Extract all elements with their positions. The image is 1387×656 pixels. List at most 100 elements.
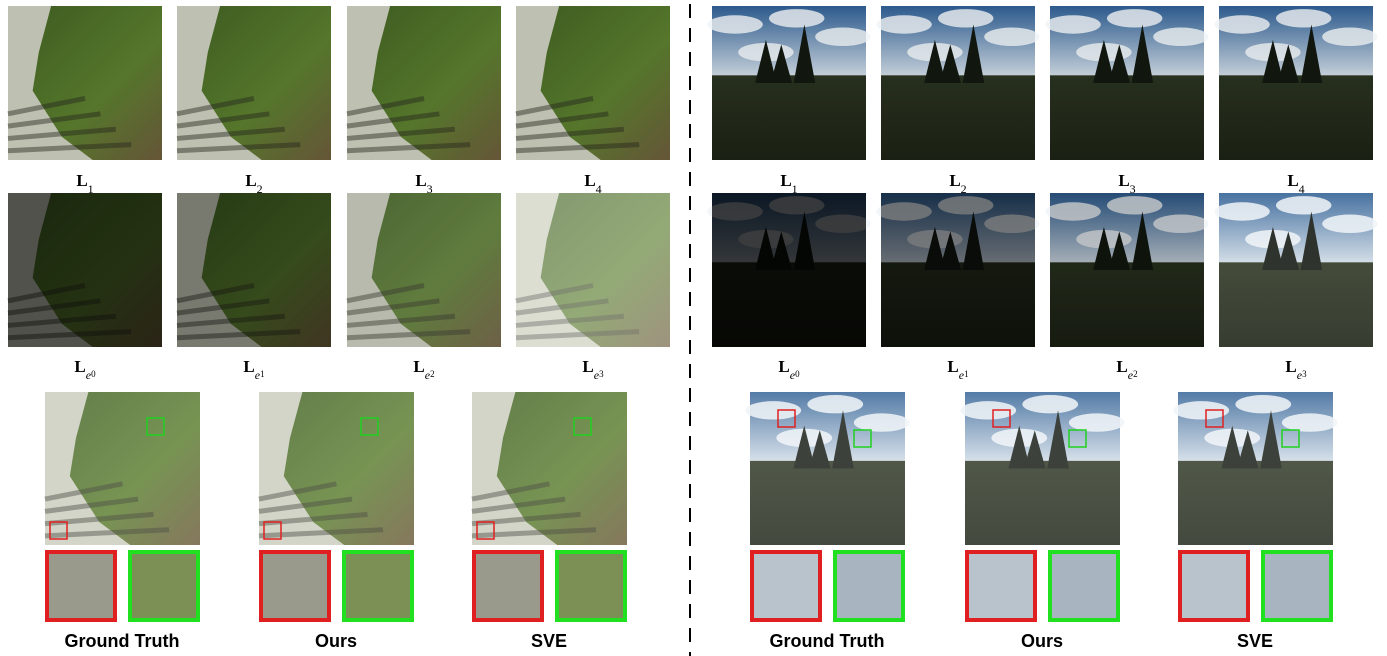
exposure — [750, 392, 905, 545]
exposure — [516, 193, 670, 347]
method-caption: Ours — [315, 631, 357, 651]
method-caption: SVE — [531, 631, 567, 651]
exposure — [881, 193, 1035, 347]
label-main: L — [780, 171, 791, 190]
label-main: L — [413, 357, 424, 376]
photo — [8, 193, 162, 347]
photo — [177, 193, 331, 347]
photo — [347, 193, 501, 347]
photo — [516, 193, 670, 347]
image-label: Le1 — [947, 357, 968, 382]
crop-green — [344, 552, 412, 620]
image-label: Le0 — [74, 357, 96, 382]
method-caption: SVE — [1237, 631, 1273, 651]
exposure — [516, 6, 670, 160]
crop-red — [261, 552, 329, 620]
exposure — [712, 6, 866, 160]
label-main: L — [949, 171, 960, 190]
exposure — [1178, 392, 1333, 545]
photo — [876, 193, 1039, 347]
image-label: Le3 — [1285, 357, 1307, 382]
crop-red — [752, 552, 820, 620]
label-main: L — [1118, 171, 1129, 190]
image-label: Le2 — [1116, 357, 1137, 382]
exposure — [881, 6, 1035, 160]
image-label: Le2 — [413, 357, 434, 382]
label-subsub: 2 — [1133, 369, 1138, 379]
image-label: L4 — [584, 171, 601, 196]
label-subsub: 2 — [430, 369, 435, 379]
crop-green — [1050, 552, 1118, 620]
photo — [1214, 193, 1377, 347]
image-label: L2 — [245, 171, 262, 196]
photo — [707, 193, 870, 347]
label-subsub: 3 — [1302, 369, 1307, 379]
photo — [1214, 6, 1377, 160]
photo — [1045, 6, 1208, 160]
label-subsub: 3 — [599, 369, 604, 379]
photo — [8, 6, 162, 160]
exposure — [1219, 6, 1373, 160]
figure: L1Le0L2Le1L3Le2L4Le3Ground TruthOursSVEL… — [0, 0, 1387, 656]
crop-green — [1263, 552, 1331, 620]
exposure — [1050, 6, 1204, 160]
label-subsub: 1 — [964, 369, 969, 379]
label-subsub: 0 — [795, 369, 800, 379]
exposure — [177, 6, 331, 160]
exposure — [1219, 193, 1373, 347]
method-caption: Ground Truth — [770, 631, 885, 651]
label-main: L — [74, 357, 85, 376]
image-label: L4 — [1287, 171, 1304, 196]
label-main: L — [584, 171, 595, 190]
exposure — [8, 6, 162, 160]
exposure — [347, 6, 501, 160]
exposure — [45, 392, 200, 545]
label-subsub: 1 — [260, 369, 265, 379]
image-label: Le3 — [582, 357, 604, 382]
image-label: L1 — [76, 171, 93, 196]
crop-red — [1180, 552, 1248, 620]
photo — [1045, 193, 1208, 347]
exposure — [259, 392, 414, 545]
label-main: L — [243, 357, 254, 376]
crop-red — [47, 552, 115, 620]
exposure — [712, 193, 866, 347]
photo — [347, 6, 501, 160]
exposure — [347, 193, 501, 347]
label-main: L — [1287, 171, 1298, 190]
photo — [177, 6, 331, 160]
photo — [707, 6, 870, 160]
image-label: Le0 — [778, 357, 800, 382]
crop-green — [557, 552, 625, 620]
photo — [1173, 392, 1337, 545]
exposure — [472, 392, 627, 545]
method-caption: Ours — [1021, 631, 1063, 651]
photo — [745, 392, 909, 545]
image-label: L3 — [415, 171, 432, 196]
label-main: L — [582, 357, 593, 376]
crop-red — [474, 552, 542, 620]
label-main: L — [245, 171, 256, 190]
crop-red — [967, 552, 1035, 620]
exposure — [177, 193, 331, 347]
image-label: L2 — [949, 171, 966, 196]
photo — [45, 392, 200, 545]
image-label: Le1 — [243, 357, 264, 382]
exposure — [965, 392, 1120, 545]
label-main: L — [778, 357, 789, 376]
photo — [259, 392, 414, 545]
exposure — [1050, 193, 1204, 347]
method-caption: Ground Truth — [65, 631, 180, 651]
photo — [960, 392, 1124, 545]
photo — [472, 392, 627, 545]
label-main: L — [76, 171, 87, 190]
photo — [516, 6, 670, 160]
label-subsub: 0 — [91, 369, 96, 379]
image-label: L1 — [780, 171, 797, 196]
label-main: L — [947, 357, 958, 376]
label-main: L — [1285, 357, 1296, 376]
exposure — [8, 193, 162, 347]
image-label: L3 — [1118, 171, 1135, 196]
label-main: L — [1116, 357, 1127, 376]
label-main: L — [415, 171, 426, 190]
